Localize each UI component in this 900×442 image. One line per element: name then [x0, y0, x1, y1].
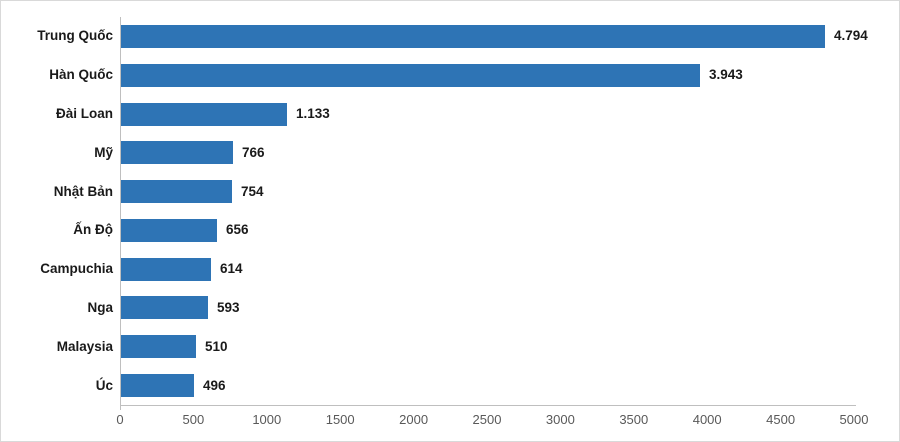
- bar: [121, 180, 232, 203]
- bar: [121, 64, 700, 87]
- x-axis-line: [120, 405, 856, 406]
- x-tick-label: 4500: [766, 412, 796, 427]
- x-tick-label: 3000: [545, 412, 575, 427]
- data-label: 766: [242, 144, 265, 160]
- data-label: 4.794: [834, 28, 868, 44]
- category-label: Trung Quốc: [37, 28, 113, 44]
- category-label: Đài Loan: [55, 106, 113, 121]
- x-tick-label: 500: [182, 412, 205, 427]
- bar: [121, 374, 194, 397]
- data-label: 1.133: [296, 106, 330, 121]
- bar: [121, 258, 211, 281]
- data-label: 656: [226, 222, 249, 238]
- category-label: Campuchia: [40, 261, 113, 277]
- x-tick-label: 3500: [619, 412, 649, 427]
- category-label: Úc: [95, 377, 113, 393]
- bar: [121, 25, 825, 48]
- bar: [121, 296, 208, 319]
- data-label: 510: [205, 338, 228, 354]
- x-tick-label: 2500: [472, 412, 502, 427]
- x-tick-label: 1500: [325, 412, 355, 427]
- category-label: Mỹ: [94, 144, 113, 160]
- bar: [121, 103, 287, 126]
- bar: [121, 335, 196, 358]
- data-label: 614: [220, 261, 243, 277]
- bar: [121, 219, 217, 242]
- y-axis-line: [120, 17, 121, 410]
- data-label: 3.943: [709, 67, 743, 83]
- x-tick-label: 4000: [692, 412, 722, 427]
- data-label: 754: [241, 183, 264, 199]
- category-label: Nga: [87, 300, 113, 315]
- x-tick-label: 2000: [399, 412, 429, 427]
- category-label: Ấn Độ: [73, 222, 113, 238]
- data-label: 496: [203, 377, 226, 393]
- x-tick-label: 1000: [252, 412, 282, 427]
- category-label: Malaysia: [56, 338, 113, 354]
- x-tick-label: 5000: [839, 412, 869, 427]
- x-tick-label: 0: [116, 412, 124, 427]
- category-label: Nhật Bản: [53, 183, 113, 199]
- bar: [121, 141, 233, 164]
- data-label: 593: [217, 300, 240, 315]
- category-label: Hàn Quốc: [49, 67, 113, 83]
